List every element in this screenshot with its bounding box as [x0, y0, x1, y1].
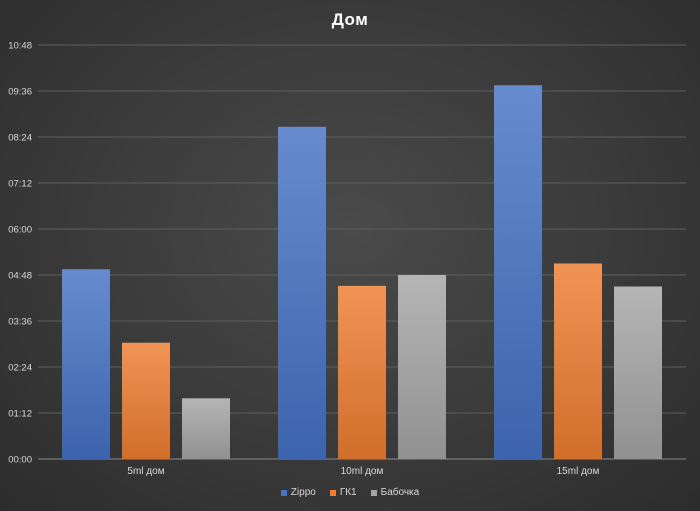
- y-tick-label: 10:48: [8, 41, 32, 52]
- y-tick-label: 08:24: [8, 133, 32, 144]
- bar-ГК1-5ml дом: [122, 342, 170, 459]
- x-axis: 5ml дом 10ml дом 15ml дом: [127, 466, 599, 477]
- y-tick-label: 07:12: [8, 179, 32, 190]
- y-tick-label: 01:12: [8, 409, 32, 420]
- y-axis: 00:00 01:12 02:24 03:36 04:48 06:00 07:12 08:24…: [8, 41, 32, 466]
- legend-label: Zippo: [290, 487, 316, 498]
- bar-ГК1-15ml дом: [554, 263, 602, 459]
- x-tick-label: 5ml дом: [127, 466, 164, 477]
- y-tick-label: 03:36: [8, 317, 32, 328]
- legend-label: Бабочка: [380, 487, 420, 498]
- bar-Бабочка-10ml дом: [398, 275, 446, 459]
- y-tick-label: 04:48: [8, 271, 32, 282]
- y-tick-label: 06:00: [8, 225, 32, 236]
- legend: Zippo ГК1 Бабочка: [0, 487, 700, 498]
- chart-title: Дом: [331, 10, 369, 29]
- y-tick-label: 09:36: [8, 87, 32, 98]
- y-tick-label: 00:00: [8, 455, 32, 466]
- legend-item: Zippo: [280, 487, 316, 498]
- bar-Zippo-5ml дом: [62, 269, 110, 459]
- bar-ГК1-10ml дом: [338, 285, 386, 459]
- bar-Бабочка-5ml дом: [182, 398, 230, 459]
- x-tick-label: 15ml дом: [557, 466, 600, 477]
- bar-Zippo-15ml дом: [494, 85, 542, 459]
- legend-label: ГК1: [339, 487, 357, 498]
- bars: [62, 85, 662, 460]
- legend-swatch: [280, 489, 287, 496]
- legend-swatch: [370, 489, 377, 496]
- legend-item: ГК1: [329, 487, 357, 498]
- y-tick-label: 02:24: [8, 363, 32, 374]
- x-tick-label: 10ml дом: [341, 466, 384, 477]
- bar-Бабочка-15ml дом: [614, 286, 662, 459]
- legend-swatch: [329, 489, 336, 496]
- bar-Zippo-10ml дом: [278, 126, 326, 460]
- legend-item: Бабочка: [370, 487, 420, 498]
